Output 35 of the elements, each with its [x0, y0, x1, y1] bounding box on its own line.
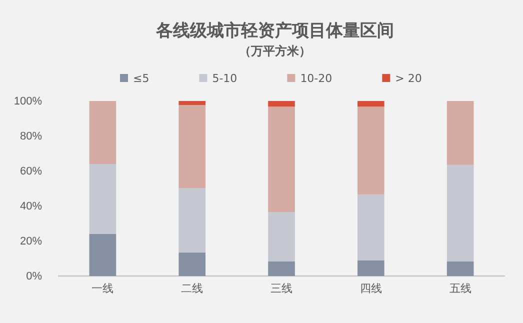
y-tick-label: 80%	[20, 130, 42, 143]
y-tick-label: 40%	[20, 200, 42, 213]
legend-label: ≤5	[133, 72, 150, 85]
bar	[446, 101, 474, 165]
x-tick-label: 五线	[449, 282, 472, 295]
bar	[178, 252, 206, 276]
bar	[446, 261, 474, 276]
bar	[357, 106, 384, 194]
legend-label: 10-20	[300, 72, 332, 85]
bar	[357, 101, 384, 107]
x-tick-label: 二线	[181, 282, 204, 295]
bar	[89, 101, 116, 164]
bar	[178, 105, 206, 188]
bar	[89, 234, 116, 276]
bar	[89, 164, 116, 234]
bar	[268, 106, 295, 212]
x-tick-label: 三线	[270, 282, 292, 295]
chart-title: 各线级城市轻资产项目体量区间	[155, 21, 394, 41]
legend-label: > 20	[395, 72, 422, 85]
bar	[178, 188, 206, 253]
x-tick-label: 四线	[360, 282, 382, 295]
bar	[357, 194, 384, 260]
bar	[446, 164, 474, 262]
bar	[268, 261, 295, 276]
y-tick-label: 20%	[20, 236, 42, 248]
bar	[268, 101, 295, 107]
x-tick-label: 一线	[92, 282, 114, 295]
chart-subtitle: （万平方米）	[239, 44, 311, 58]
legend-label: 5-10	[212, 72, 238, 85]
bar	[178, 101, 206, 106]
y-tick-label: 0%	[26, 270, 42, 283]
y-tick-label: 100%	[14, 96, 42, 108]
bar	[357, 260, 384, 276]
bar	[268, 212, 295, 262]
y-tick-label: 60%	[20, 166, 42, 178]
